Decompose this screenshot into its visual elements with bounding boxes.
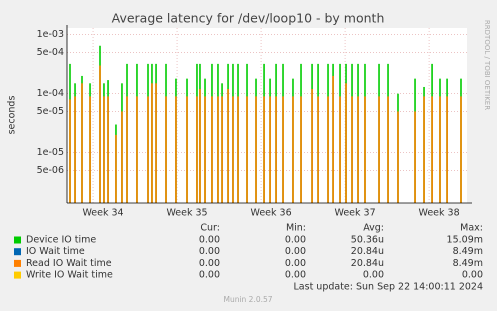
legend-value: 0.00 — [199, 246, 220, 257]
y-tick-label: 5e-05 — [37, 106, 64, 117]
legend-swatch — [14, 248, 21, 256]
legend-label: Read IO Wait time — [26, 258, 112, 269]
legend-swatch — [14, 259, 21, 267]
footer: Munin 2.0.57 — [223, 295, 272, 304]
y-tick-label: 1e-03 — [37, 29, 64, 40]
x-tick-label: Week 36 — [250, 208, 291, 219]
legend-value: 0.00 — [199, 270, 220, 281]
legend-value: 0.00 — [462, 270, 483, 281]
legend-label: Write IO Wait time — [26, 270, 113, 281]
legend-value: 0.00 — [199, 235, 220, 246]
y-tick-label: 5e-06 — [37, 165, 64, 176]
legend-value: 0.00 — [285, 235, 306, 246]
legend-value: 20.84u — [351, 246, 384, 257]
legend-header: Cur: — [200, 223, 220, 234]
y-tick-label: 1e-05 — [37, 147, 64, 158]
legend-value: 0.00 — [285, 258, 306, 269]
y-tick-label: 5e-04 — [37, 47, 64, 58]
x-tick-label: Week 34 — [82, 208, 123, 219]
legend-header: Min: — [286, 223, 306, 234]
legend-value: 0.00 — [199, 258, 220, 269]
legend-value: 0.00 — [285, 270, 306, 281]
legend-value: 8.49m — [453, 258, 483, 269]
legend-value: 20.84u — [351, 258, 384, 269]
last-update: Last update: Sun Sep 22 14:00:11 2024 — [294, 282, 484, 293]
x-tick-label: Week 37 — [334, 208, 375, 219]
x-tick-label: Week 38 — [419, 208, 460, 219]
legend-value: 15.09m — [447, 235, 483, 246]
side-text: RRDTOOL / TOBI OETIKER — [483, 20, 491, 110]
legend-value: 8.49m — [453, 246, 483, 257]
legend-label: IO Wait time — [26, 246, 85, 257]
legend-swatch — [14, 271, 21, 279]
chart-title: Average latency for /dev/loop10 - by mon… — [112, 11, 385, 26]
x-tick-label: Week 35 — [166, 208, 207, 219]
legend-header: Avg: — [363, 223, 384, 234]
legend-label: Device IO time — [26, 235, 96, 246]
legend-value: 50.36u — [351, 235, 384, 246]
legend-header: Max: — [460, 223, 483, 234]
legend-swatch — [14, 236, 21, 244]
y-axis-label: seconds — [7, 96, 18, 135]
y-tick-label: 1e-04 — [37, 88, 64, 99]
plot-area — [67, 28, 467, 203]
legend-value: 0.00 — [285, 246, 306, 257]
legend-value: 0.00 — [363, 270, 384, 281]
